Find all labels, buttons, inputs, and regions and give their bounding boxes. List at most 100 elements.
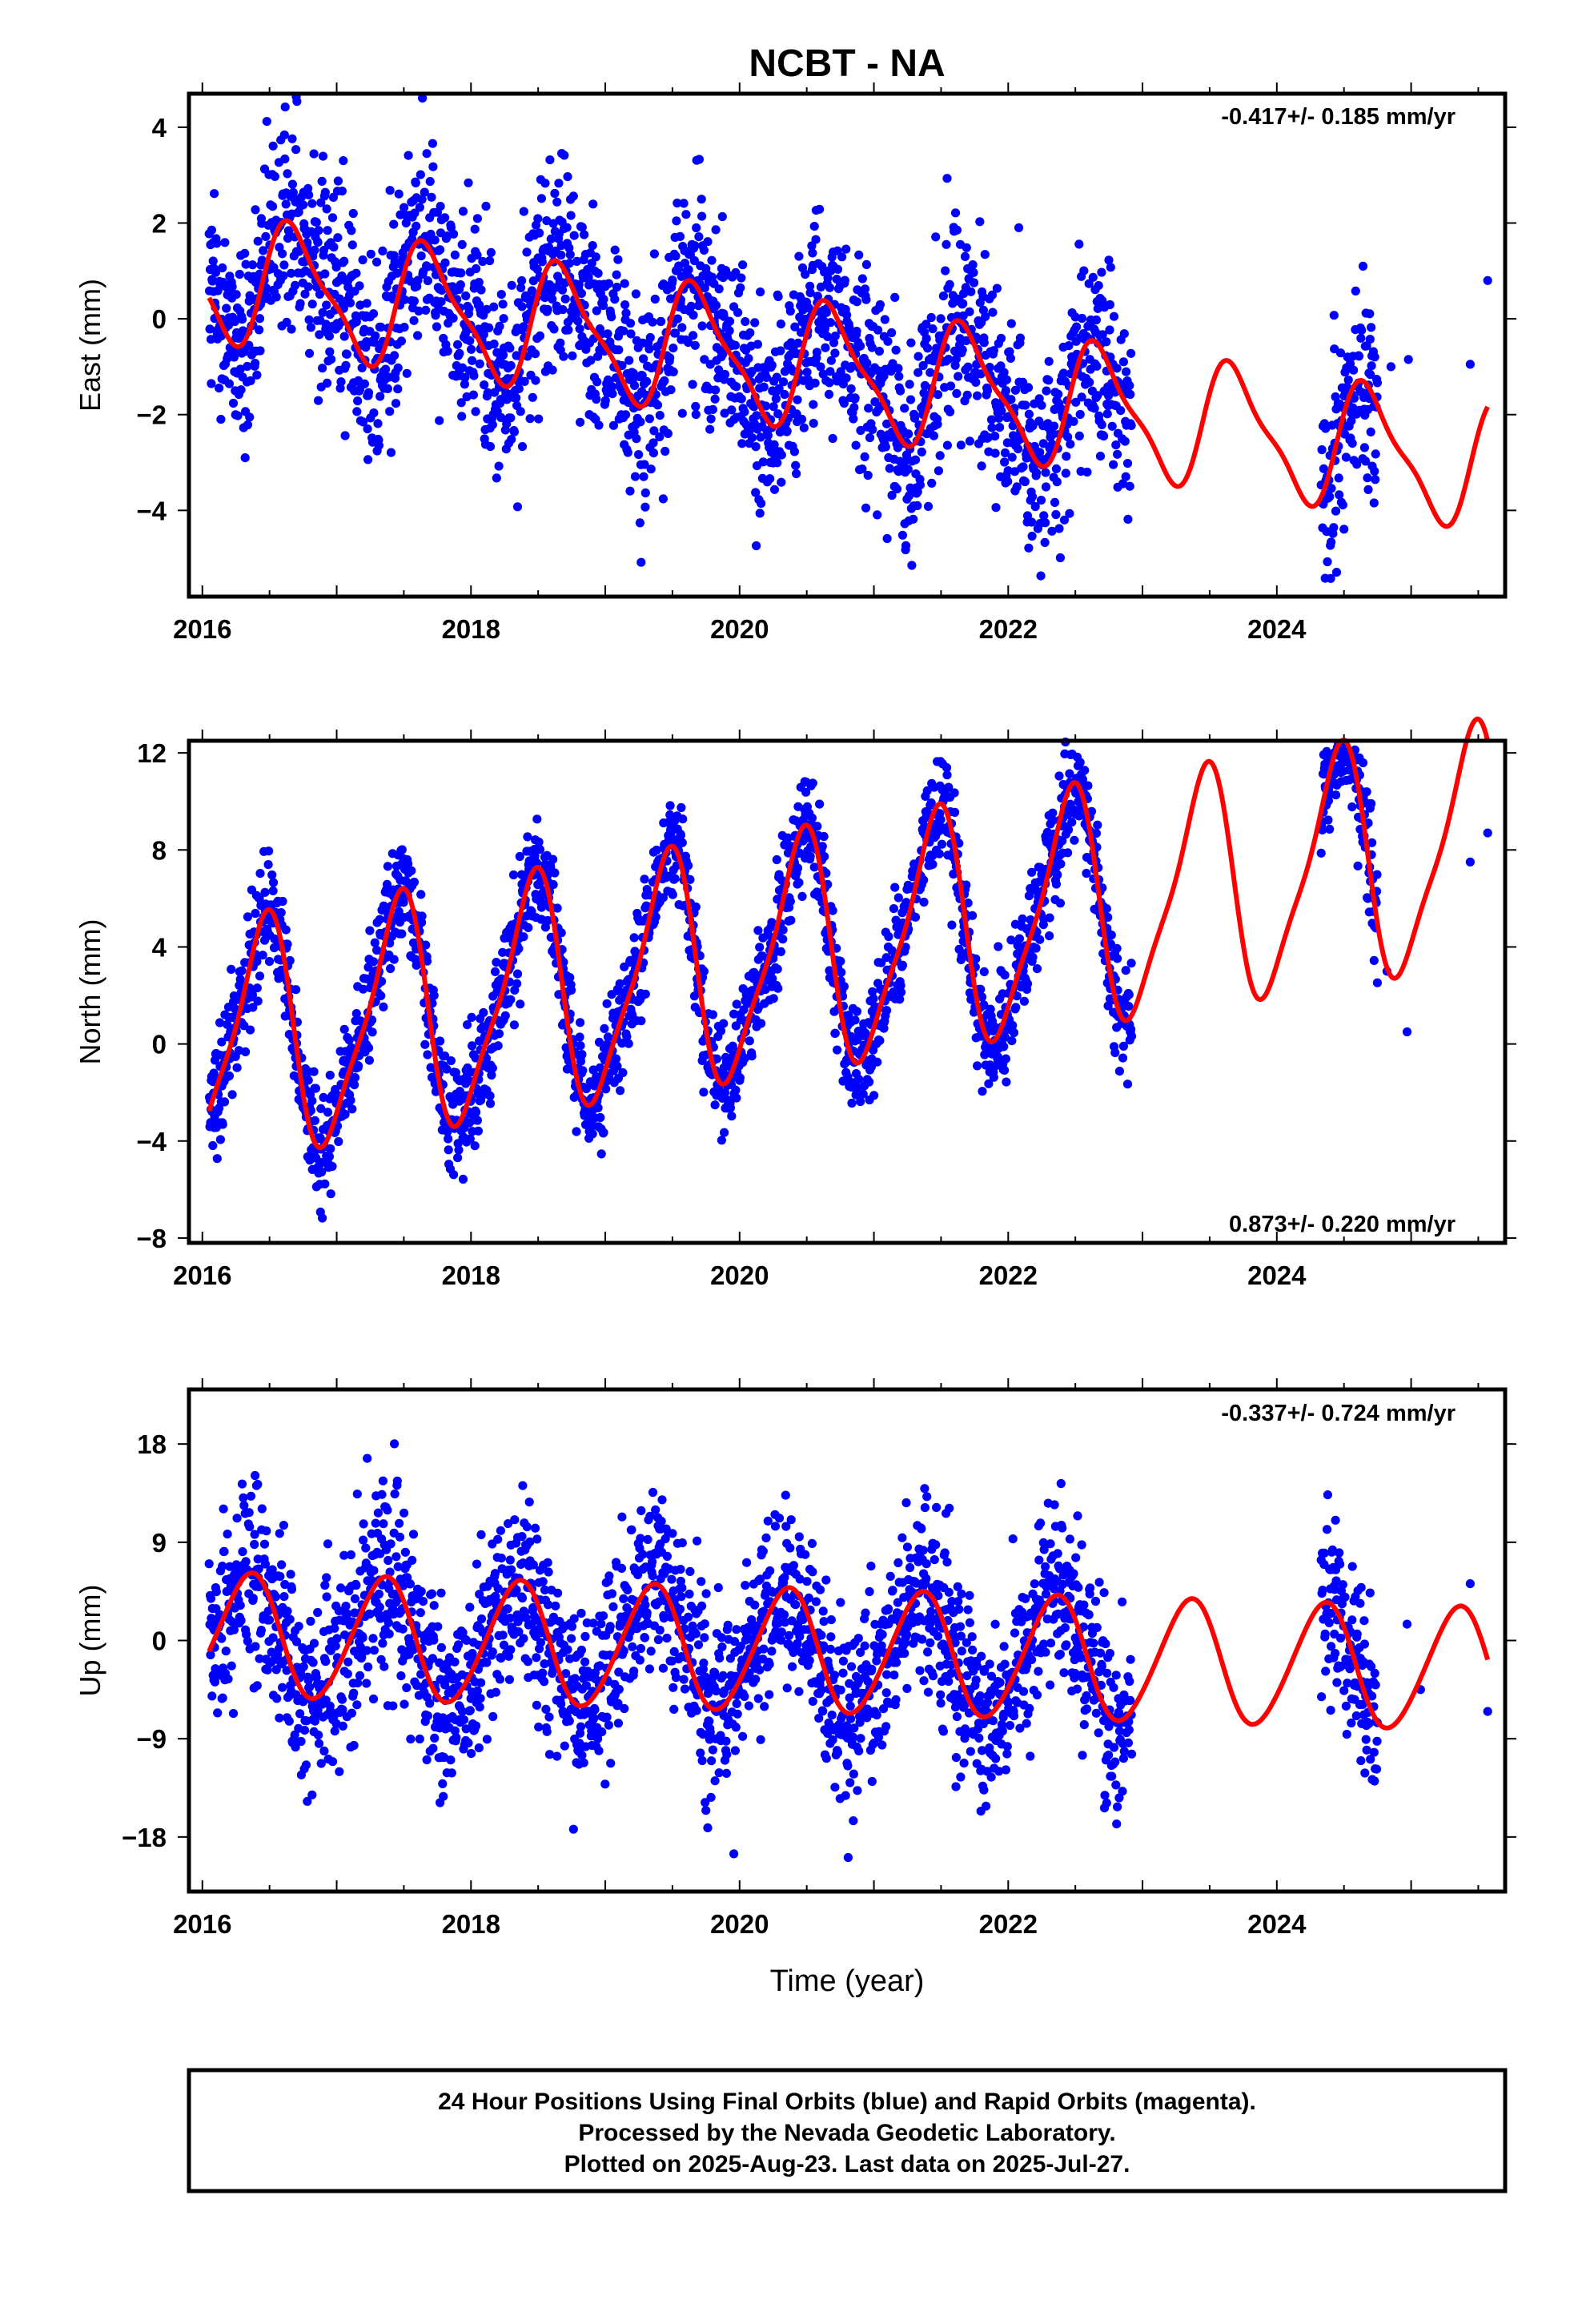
data-point bbox=[1001, 1054, 1010, 1063]
data-point bbox=[774, 384, 784, 393]
data-point bbox=[1018, 462, 1028, 472]
data-point bbox=[934, 466, 943, 476]
data-point bbox=[904, 429, 913, 439]
data-point bbox=[608, 420, 619, 430]
data-point bbox=[416, 170, 425, 179]
data-point bbox=[411, 178, 420, 187]
data-point bbox=[532, 264, 542, 274]
data-point bbox=[287, 268, 296, 278]
data-point bbox=[1008, 421, 1018, 431]
data-point bbox=[708, 1010, 718, 1019]
data-point bbox=[919, 897, 929, 907]
data-point bbox=[1363, 473, 1372, 483]
y-axis-label: Up (mm) bbox=[74, 1585, 106, 1697]
data-point bbox=[264, 846, 274, 856]
data-point bbox=[422, 149, 432, 159]
data-point bbox=[391, 399, 401, 408]
data-point bbox=[255, 325, 264, 335]
data-point bbox=[262, 117, 271, 127]
data-point bbox=[1093, 820, 1102, 830]
data-point bbox=[444, 1134, 453, 1144]
data-point bbox=[320, 269, 330, 279]
data-point bbox=[215, 384, 224, 393]
y-tick-label: 0 bbox=[152, 1030, 167, 1059]
plot-area bbox=[189, 1389, 1505, 1892]
data-point bbox=[206, 335, 216, 344]
data-point bbox=[229, 352, 239, 362]
x-tick-label: 2018 bbox=[442, 614, 500, 644]
data-point bbox=[873, 510, 882, 520]
data-point bbox=[240, 248, 250, 258]
data-point bbox=[255, 314, 265, 324]
data-point bbox=[979, 338, 989, 348]
data-point bbox=[532, 814, 542, 824]
data-point bbox=[731, 1085, 741, 1095]
data-point bbox=[218, 1120, 227, 1129]
data-point bbox=[420, 1039, 430, 1049]
data-point bbox=[776, 346, 785, 356]
data-point bbox=[567, 985, 576, 995]
data-point bbox=[839, 982, 849, 991]
data-point bbox=[958, 299, 968, 308]
data-point bbox=[232, 1514, 242, 1523]
data-point bbox=[486, 247, 496, 257]
data-point bbox=[488, 1063, 497, 1073]
data-point bbox=[825, 318, 835, 328]
data-point bbox=[875, 300, 885, 310]
data-point bbox=[596, 1149, 606, 1159]
x-tick-label: 2022 bbox=[979, 1261, 1038, 1290]
data-point bbox=[457, 239, 467, 249]
data-point bbox=[672, 216, 681, 226]
data-point bbox=[994, 413, 1004, 423]
data-point bbox=[1082, 467, 1092, 477]
data-point bbox=[910, 912, 921, 922]
data-point bbox=[946, 407, 955, 416]
data-point bbox=[805, 281, 815, 291]
data-point bbox=[423, 276, 433, 286]
data-point bbox=[1093, 391, 1102, 400]
data-point bbox=[366, 249, 375, 259]
data-point bbox=[251, 908, 260, 919]
data-point bbox=[1338, 500, 1347, 510]
data-point bbox=[837, 967, 846, 977]
data-point bbox=[346, 1096, 355, 1105]
data-point bbox=[720, 408, 729, 418]
data-point bbox=[920, 380, 930, 391]
data-point bbox=[684, 861, 693, 870]
data-point bbox=[237, 315, 247, 324]
data-point bbox=[546, 234, 556, 243]
data-point bbox=[673, 314, 682, 324]
data-point bbox=[304, 315, 314, 324]
data-point bbox=[1051, 464, 1061, 474]
data-point bbox=[1347, 439, 1357, 448]
data-point bbox=[472, 1108, 481, 1117]
data-point bbox=[307, 300, 317, 309]
data-point bbox=[833, 264, 843, 274]
data-point bbox=[1038, 439, 1048, 448]
data-point bbox=[868, 424, 877, 435]
data-point bbox=[1022, 511, 1033, 521]
data-point bbox=[697, 195, 706, 204]
data-point bbox=[327, 1161, 337, 1172]
data-point bbox=[1075, 758, 1085, 767]
plot-area bbox=[189, 741, 1505, 1243]
data-point bbox=[640, 502, 650, 512]
data-point bbox=[368, 309, 379, 319]
data-point bbox=[813, 292, 822, 301]
data-point bbox=[900, 404, 909, 413]
y-tick-label: −4 bbox=[136, 1127, 167, 1156]
data-point bbox=[677, 802, 686, 813]
data-point bbox=[1110, 1047, 1120, 1057]
data-point bbox=[850, 1015, 860, 1025]
data-point bbox=[512, 969, 523, 979]
data-point bbox=[455, 348, 464, 358]
data-point bbox=[485, 256, 495, 266]
data-point bbox=[223, 1675, 233, 1684]
data-point bbox=[216, 415, 226, 424]
data-point bbox=[1022, 453, 1031, 463]
data-point bbox=[1370, 352, 1379, 362]
data-point bbox=[744, 354, 753, 364]
data-point bbox=[936, 814, 946, 825]
data-point bbox=[339, 156, 348, 166]
data-point bbox=[369, 408, 379, 418]
